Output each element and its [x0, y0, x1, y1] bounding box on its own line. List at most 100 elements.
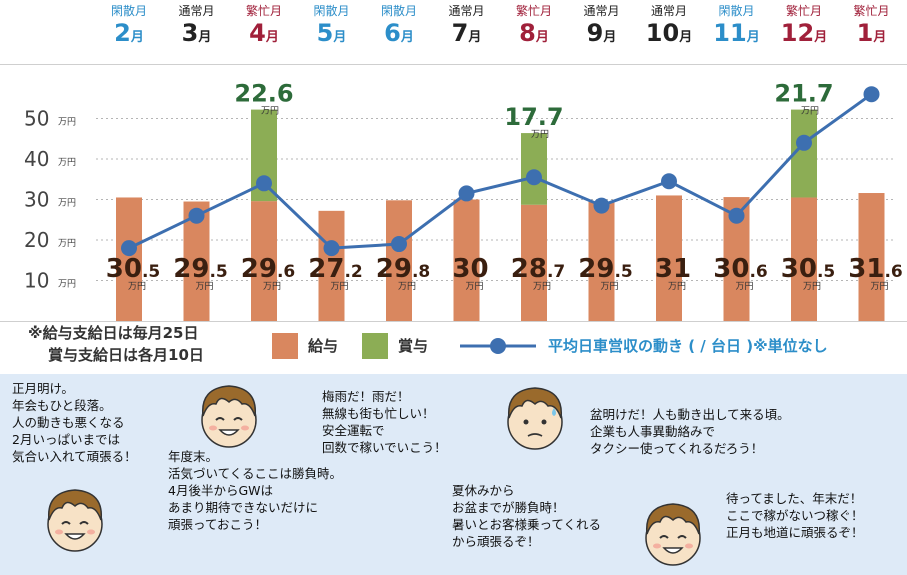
month-type: 通常月	[448, 4, 485, 18]
salary-bar	[791, 197, 817, 321]
legend-line-swatch	[460, 338, 536, 354]
bonus-value-label: 22.6	[234, 80, 293, 108]
salary-unit-label: 万円	[263, 281, 281, 292]
bonus-bar	[521, 133, 547, 205]
month-number: 12月	[780, 19, 828, 47]
y-tick-unit: 万円	[58, 238, 76, 249]
salary-unit-label: 万円	[803, 281, 821, 292]
salary-bar	[116, 197, 142, 321]
salary-unit-label: 万円	[330, 281, 348, 292]
salary-bar	[588, 201, 615, 321]
revenue-point	[863, 86, 880, 103]
month-label: 閑散月 6月	[367, 4, 431, 53]
salary-unit-label: 万円	[465, 281, 483, 292]
bonus-payday-note: 賞与支給日は各月10日	[48, 346, 204, 364]
salary-value-label: 31	[655, 254, 691, 284]
month-header: 閑散月 2月 通常月 3月 繁忙月 4月 閑散月 5月 閑散月 6月 通常月 7月 繁忙月 8月 通常月 9月…	[0, 0, 907, 62]
y-tick-label: 20	[24, 228, 49, 252]
month-type: 通常月	[650, 4, 687, 18]
salary-value-label: 29.6	[241, 254, 295, 284]
bonus-value-label: 17.7	[504, 103, 563, 131]
msg-summer: 夏休みから お盆までが勝負時！ 暑いとお客様乗ってくれる から頑張るぞ！	[452, 483, 602, 549]
salary-unit-label: 万円	[195, 281, 213, 292]
salary-value-label: 30.5	[106, 254, 160, 284]
y-tick-label: 50	[24, 107, 49, 131]
salary-value-label: 31.6	[848, 254, 902, 284]
month-type: 閑散月	[380, 4, 417, 18]
month-number: 2月	[114, 19, 144, 47]
legend-bonus-swatch	[362, 333, 388, 359]
month-label: 閑散月 11月	[705, 4, 769, 53]
month-label: 繁忙月 8月	[502, 4, 566, 53]
y-tick-unit: 万円	[58, 198, 76, 209]
msg-rainy: 梅雨だ！雨だ！ 無線も街も忙しい！ 安全運転で 回数で稼いでいこう！	[322, 389, 447, 455]
salary-value-label: 29.5	[173, 254, 227, 284]
salary-unit-label: 万円	[533, 281, 551, 292]
chart-area: 10 万円 20 万円 30 万円 40 万円 50 万円 30.5 万円 29.5 万円 29.6 万円 27…	[0, 64, 907, 322]
revenue-point	[188, 207, 205, 224]
salary-value-label: 29.5	[578, 254, 632, 284]
comment-panel: 正月明け。 年会もひと段落。 人の動きも悪くなる 2月いっぱいまでは 気合い入れ…	[0, 374, 907, 575]
y-tick-unit: 万円	[58, 117, 76, 128]
y-tick-label: 10	[24, 269, 49, 293]
month-type: 繁忙月	[853, 4, 890, 18]
revenue-point	[323, 240, 340, 257]
month-number: 11月	[713, 19, 760, 47]
salary-unit-label: 万円	[398, 281, 416, 292]
bonus-unit-label: 万円	[531, 129, 549, 140]
boy-smile-icon	[201, 385, 257, 448]
month-number: 5月	[316, 19, 347, 47]
salary-payday-note: ※給与支給日は毎月25日	[28, 324, 199, 342]
revenue-line	[128, 92, 873, 250]
revenue-point	[526, 169, 542, 186]
y-tick-unit: 万円	[58, 279, 76, 290]
month-label: 通常月 3月	[165, 4, 229, 53]
revenue-point	[796, 134, 812, 151]
revenue-point	[593, 197, 610, 214]
legend-bonus-label: 賞与	[398, 337, 429, 355]
month-label: 通常月 9月	[570, 4, 634, 53]
revenue-point	[458, 185, 475, 202]
salary-bar	[318, 210, 345, 321]
month-label: 繁忙月 4月	[232, 4, 296, 53]
month-number: 4月	[249, 19, 279, 47]
salary-value-label: 30.6	[713, 254, 767, 284]
month-type: 繁忙月	[245, 4, 282, 18]
month-label: 繁忙月 1月	[840, 4, 904, 53]
boy-worried-icon	[507, 387, 563, 450]
revenue-point	[121, 240, 137, 257]
salary-value-label: 29.8	[376, 254, 430, 284]
salary-unit-label: 万円	[735, 281, 753, 292]
month-type: 通常月	[178, 4, 215, 18]
salary-unit-label: 万円	[668, 281, 686, 292]
salary-bar	[251, 201, 277, 321]
boy-happy-icon	[645, 503, 701, 566]
revenue-point	[661, 173, 677, 190]
y-tick-label: 30	[24, 188, 49, 212]
legend-salary-label: 給与	[308, 337, 339, 355]
bonus-unit-label: 万円	[261, 106, 279, 117]
msg-autumn: 盆明けだ！人も動き出して来る頃。 企業も人事異動絡みで タクシー使ってくれるだろ…	[590, 407, 790, 456]
month-label: 閑散月 2月	[97, 4, 161, 53]
salary-value-label: 28.7	[511, 254, 565, 284]
salary-unit-label: 万円	[128, 281, 146, 292]
salary-value-label: 27.2	[308, 254, 362, 284]
legend-salary-swatch	[272, 333, 298, 359]
month-type: 繁忙月	[785, 4, 822, 18]
msg-yearend: 年度末。 活気づいてくるここは勝負時。 4月後半からGWは あまり期待できないだ…	[168, 449, 343, 532]
msg-december: 待ってました、年末だ！ ここで稼がないつ稼ぐ！ 正月も地道に頑張るぞ！	[726, 491, 864, 540]
revenue-point	[728, 207, 745, 224]
month-type: 通常月	[583, 4, 620, 18]
month-number: 9月	[586, 19, 617, 47]
month-number: 6月	[384, 19, 414, 47]
salary-bar	[453, 199, 480, 321]
month-number: 3月	[181, 19, 212, 47]
salary-bar	[521, 204, 547, 321]
bonus-unit-label: 万円	[801, 106, 819, 117]
month-number: 7月	[451, 19, 482, 47]
legend-line-label: 平均日車営収の動き ( / 台日 )※単位なし	[548, 337, 828, 355]
legend: ※給与支給日は毎月25日 賞与支給日は各月10日 給与 賞与 平均日車営収の動き…	[0, 320, 907, 372]
month-type: 閑散月	[718, 4, 755, 18]
salary-bar	[858, 193, 885, 321]
